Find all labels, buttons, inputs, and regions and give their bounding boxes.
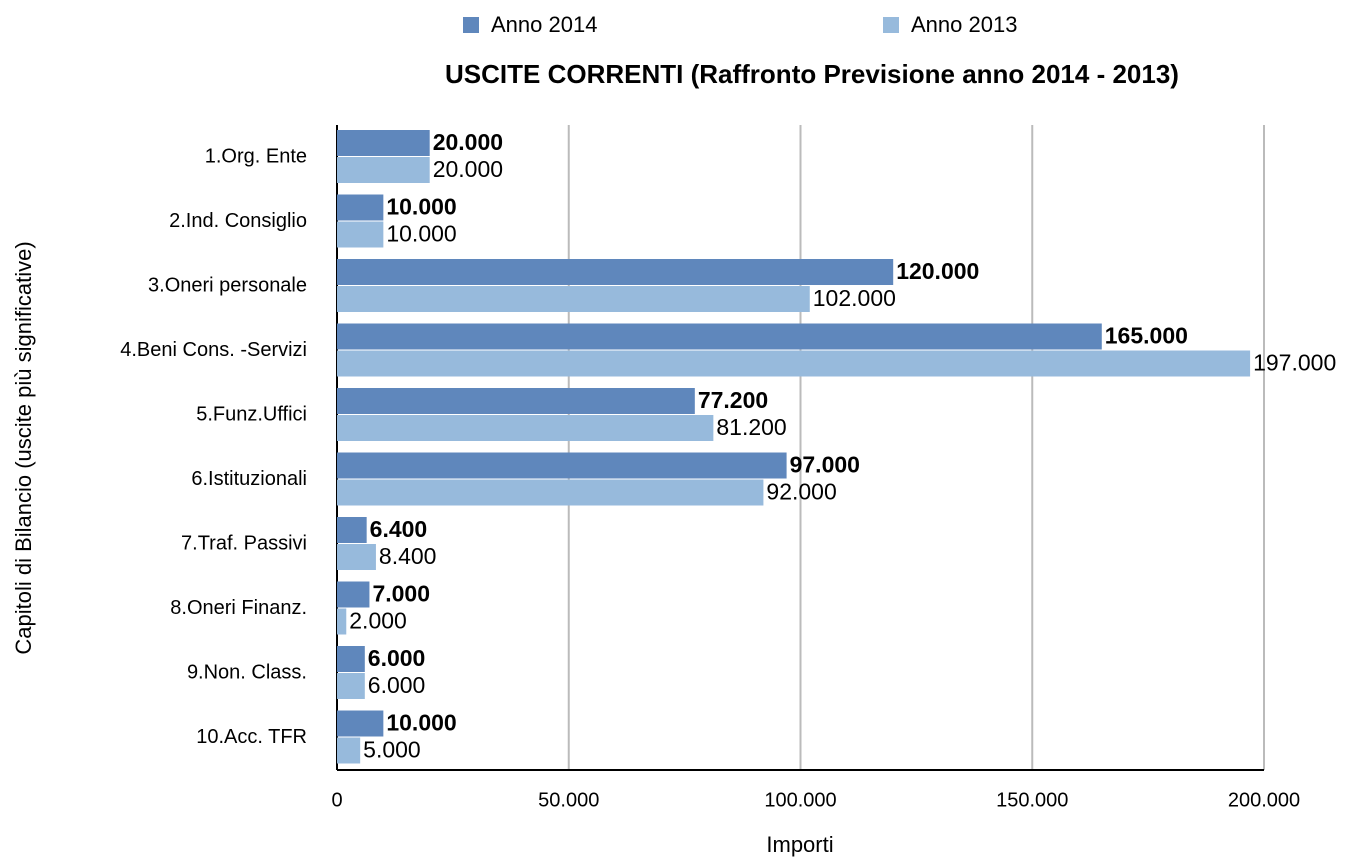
data-label: 2.000 xyxy=(349,608,407,634)
bar xyxy=(337,286,810,312)
y-tick-label: 9.Non. Class. xyxy=(187,662,307,684)
y-axis-label: Capitoli di Bilancio (uscite più signifi… xyxy=(11,241,36,654)
bar xyxy=(337,221,384,248)
x-tick-label: 200.000 xyxy=(1228,789,1300,811)
data-label: 102.000 xyxy=(813,285,896,311)
x-axis-label: Importi xyxy=(766,832,833,857)
data-label: 92.000 xyxy=(766,479,836,505)
data-label: 77.200 xyxy=(698,387,768,413)
bar xyxy=(337,194,384,221)
bar xyxy=(337,479,764,506)
bar xyxy=(337,130,430,156)
bar xyxy=(337,737,361,764)
bar xyxy=(337,673,365,699)
data-label: 20.000 xyxy=(433,129,503,155)
data-label: 10.000 xyxy=(386,194,456,220)
bar xyxy=(337,388,695,414)
y-tick-label: 8.Oneri Finanz. xyxy=(170,597,307,619)
y-tick-label: 5.Funz.Uffici xyxy=(196,404,307,426)
bar xyxy=(337,350,1251,377)
bar xyxy=(337,581,370,608)
x-tick-label: 150.000 xyxy=(996,789,1068,811)
bar xyxy=(337,517,367,543)
y-tick-label: 6.Istituzionali xyxy=(191,468,307,490)
bar xyxy=(337,710,384,737)
data-label: 81.200 xyxy=(716,414,786,440)
data-label: 10.000 xyxy=(386,710,456,736)
data-label: 5.000 xyxy=(363,737,421,763)
bar xyxy=(337,323,1102,350)
data-label: 197.000 xyxy=(1253,350,1336,376)
y-tick-label: 2.Ind. Consiglio xyxy=(169,210,307,232)
data-label: 8.400 xyxy=(379,543,437,569)
bar xyxy=(337,452,787,479)
data-label: 7.000 xyxy=(372,581,430,607)
bar xyxy=(337,608,347,635)
bar xyxy=(337,415,714,441)
legend-label: Anno 2014 xyxy=(491,12,597,37)
y-tick-label: 1.Org. Ente xyxy=(205,146,307,168)
data-label: 165.000 xyxy=(1105,323,1188,349)
x-tick-label: 100.000 xyxy=(764,789,836,811)
bar xyxy=(337,646,365,672)
y-tick-label: 3.Oneri personale xyxy=(148,275,307,297)
bar xyxy=(337,259,894,285)
data-label: 6.400 xyxy=(370,516,428,542)
x-tick-label: 0 xyxy=(331,789,342,811)
chart-title: USCITE CORRENTI (Raffronto Previsione an… xyxy=(445,59,1179,89)
data-label: 6.000 xyxy=(368,672,426,698)
y-tick-label: 10.Acc. TFR xyxy=(196,726,307,748)
legend-swatch xyxy=(883,17,899,33)
legend-swatch xyxy=(463,17,479,33)
legend-label: Anno 2013 xyxy=(911,12,1017,37)
data-label: 97.000 xyxy=(790,452,860,478)
data-label: 6.000 xyxy=(368,645,426,671)
x-tick-label: 50.000 xyxy=(538,789,599,811)
data-label: 120.000 xyxy=(896,258,979,284)
bar xyxy=(337,544,376,570)
y-tick-label: 7.Traf. Passivi xyxy=(181,533,307,555)
y-tick-label: 4.Beni Cons. -Servizi xyxy=(120,339,307,361)
data-label: 20.000 xyxy=(433,156,503,182)
bar xyxy=(337,157,430,183)
data-label: 10.000 xyxy=(386,221,456,247)
